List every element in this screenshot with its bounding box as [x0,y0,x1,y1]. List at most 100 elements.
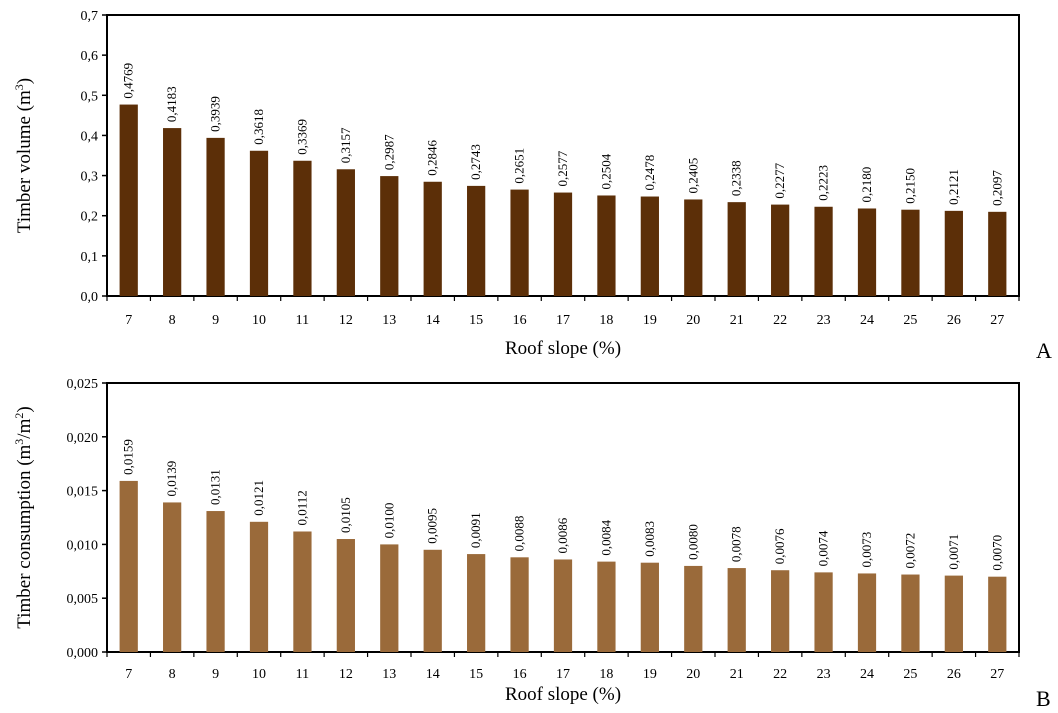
bar-b-13 [380,544,399,652]
y-tick-label-a: 0,1 [81,250,99,265]
bar-b-24 [857,573,877,652]
bar-b-8 [163,502,182,652]
y-tick-label-a: 0,5 [81,89,99,104]
x-tick-label-b: 26 [947,667,961,682]
data-label-a-7: 0,4769 [121,63,136,99]
x-tick-label-b: 10 [252,667,266,682]
bar-b-25 [901,574,920,652]
x-tick-label-b: 20 [686,667,700,682]
y-tick-label-b: 0,005 [67,592,99,607]
data-label-a-9: 0,3939 [208,96,223,132]
data-label-b-9: 0,0131 [208,469,223,505]
x-tick-label-a: 11 [296,313,309,328]
x-tick-label-a: 27 [990,313,1004,328]
bar-a-17 [553,192,573,296]
y-axis-label-b: Timber consumption (m3/m2) [12,406,35,628]
x-tick-label-a: 19 [643,313,657,328]
data-label-a-11: 0,3369 [294,119,309,155]
y-tick-label-a: 0,3 [81,170,99,185]
y-axis-label-part: /m [14,418,35,438]
data-label-b-27: 0,0070 [989,535,1004,571]
x-tick-label-b: 11 [296,667,309,682]
data-label-b-11: 0,0112 [294,490,309,525]
x-tick-label-b: 25 [903,667,917,682]
x-tick-label-a: 17 [556,313,570,328]
bar-b-7 [119,480,138,652]
y-axis-label-part: ) [14,406,35,412]
bar-a-12 [336,169,355,296]
data-label-a-24: 0,2180 [859,167,874,203]
x-tick-label-a: 13 [382,313,396,328]
x-axis-label-a: Roof slope (%) [505,338,621,359]
data-label-a-12: 0,3157 [338,127,353,163]
x-tick-label-a: 26 [947,313,961,328]
bar-b-17 [553,559,573,652]
bar-b-23 [814,572,833,652]
x-tick-label-b: 16 [513,667,527,682]
bar-b-20 [684,565,703,652]
data-label-b-20: 0,0080 [685,524,700,560]
bar-b-9 [206,511,225,652]
bar-a-23 [814,206,833,296]
data-label-b-17: 0,0086 [555,517,570,553]
x-tick-label-a: 16 [513,313,527,328]
x-tick-label-a: 7 [125,313,132,328]
x-tick-label-b: 7 [125,667,132,682]
bar-a-22 [771,204,790,296]
bar-b-12 [336,539,355,652]
y-axis-label-superscript: 3 [12,84,26,90]
y-tick-label-b: 0,020 [67,431,99,446]
x-tick-label-a: 20 [686,313,700,328]
x-tick-label-b: 23 [817,667,831,682]
bar-a-27 [988,211,1007,296]
bar-b-18 [597,561,616,652]
bar-a-8 [163,128,182,296]
x-tick-label-b: 13 [382,667,396,682]
bar-a-25 [901,209,920,296]
y-axis-label-part: Timber volume (m [14,90,35,233]
y-tick-label-b: 0,010 [67,538,99,553]
y-axis-label-superscript: 3 [12,439,26,445]
y-tick-label-a: 0,0 [81,290,99,305]
data-label-b-19: 0,0083 [642,521,657,557]
bar-a-13 [380,176,399,296]
data-label-a-27: 0,2097 [989,170,1004,206]
x-tick-label-b: 15 [469,667,483,682]
data-label-b-24: 0,0073 [859,532,874,568]
bar-b-21 [727,568,746,652]
x-tick-label-b: 8 [169,667,176,682]
x-tick-label-a: 14 [426,313,440,328]
data-label-b-22: 0,0076 [772,528,787,564]
x-axis-label-b: Roof slope (%) [505,684,621,705]
x-tick-label-a: 15 [469,313,483,328]
chart-timber-consumption: 0,000 0,005 0,010 0,015 0,020 0,025 7 0,0159 8 0,… [12,377,1051,711]
x-tick-label-a: 22 [773,313,787,328]
data-label-a-19: 0,2478 [642,155,657,191]
y-tick-label-a: 0,4 [81,129,99,144]
y-tick-label-a: 0,2 [81,210,99,225]
x-tick-label-b: 14 [426,667,440,682]
data-label-a-14: 0,2846 [425,140,440,176]
x-tick-label-b: 24 [860,667,874,682]
bar-a-7 [119,104,138,296]
data-label-a-26: 0,2121 [946,169,961,205]
y-axis-label-part: ) [14,78,35,84]
x-tick-label-a: 24 [860,313,874,328]
x-tick-label-a: 18 [599,313,613,328]
bar-b-26 [944,575,963,652]
x-tick-label-a: 12 [339,313,353,328]
x-tick-label-a: 25 [903,313,917,328]
bar-a-19 [640,196,659,296]
x-tick-label-a: 9 [212,313,219,328]
y-tick-label-a: 0,6 [81,49,99,64]
bar-b-16 [510,557,529,652]
x-tick-label-b: 17 [556,667,570,682]
y-axis-label-superscript: 2 [12,413,26,419]
bar-a-10 [249,150,269,296]
data-label-b-15: 0,0091 [468,512,483,548]
x-tick-label-b: 22 [773,667,787,682]
y-axis-label-part: Timber consumption (m [14,444,35,628]
bar-a-14 [423,181,442,296]
bar-b-11 [293,531,312,652]
